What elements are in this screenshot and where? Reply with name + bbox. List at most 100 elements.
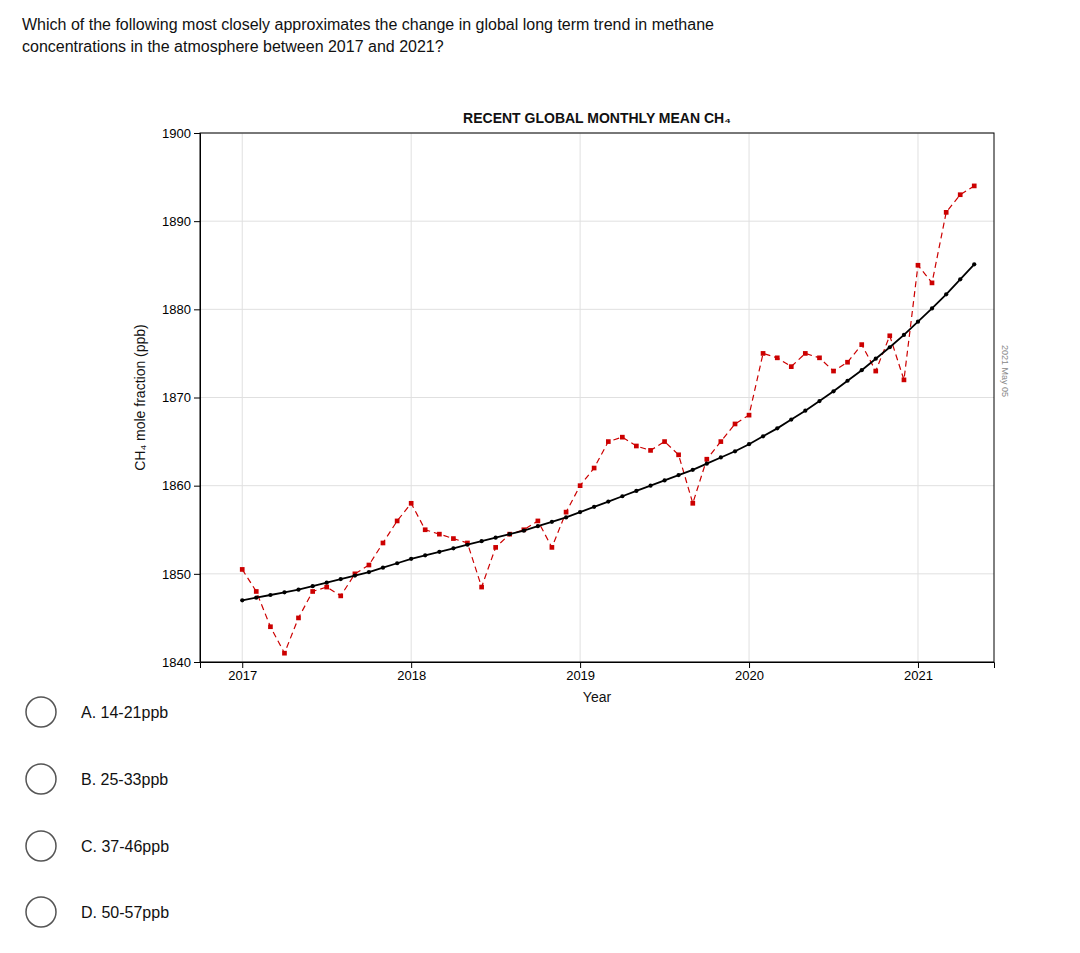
- series-point: [564, 510, 569, 515]
- y-tick: 1900: [162, 126, 200, 141]
- radio-button[interactable]: [26, 897, 56, 927]
- option-label[interactable]: D. 50-57ppb: [81, 904, 169, 921]
- option-label[interactable]: A. 14-21ppb: [81, 704, 168, 721]
- series-point: [480, 539, 484, 543]
- y-tick-mark: [194, 309, 200, 310]
- series-point: [310, 589, 315, 594]
- series-point: [507, 532, 512, 537]
- series-point: [705, 462, 709, 466]
- y-grid-line: [200, 221, 994, 222]
- option-label[interactable]: C. 37-46ppb: [81, 838, 169, 855]
- option-label[interactable]: B. 25-33ppb: [81, 771, 168, 788]
- series-point: [874, 357, 878, 361]
- series-point: [733, 449, 737, 453]
- series-point: [662, 478, 666, 482]
- option[interactable]: B. 25-33ppb: [26, 764, 168, 794]
- y-tick-label: 1870: [162, 390, 191, 405]
- series-point: [620, 435, 625, 440]
- radio-button[interactable]: [26, 764, 56, 794]
- option[interactable]: A. 14-21ppb: [26, 697, 168, 727]
- x-tick-label: 2020: [735, 668, 764, 683]
- series-point: [493, 545, 498, 550]
- series-point: [704, 457, 709, 462]
- series-point: [465, 543, 469, 547]
- series-point: [395, 561, 399, 565]
- radio-button[interactable]: [26, 697, 56, 727]
- series-line: [242, 186, 974, 653]
- series-point: [423, 553, 427, 557]
- series: [240, 184, 977, 656]
- y-tick-label: 1850: [162, 566, 191, 581]
- series-point: [803, 409, 807, 413]
- x-tick-label: 2021: [904, 668, 933, 683]
- series-point: [690, 501, 695, 506]
- series-point: [550, 545, 555, 550]
- series-point: [282, 590, 286, 594]
- grid: [200, 133, 994, 662]
- series-point: [789, 417, 793, 421]
- series-point: [845, 360, 850, 365]
- series-point: [761, 434, 765, 438]
- y-tick: 1840: [162, 655, 200, 670]
- y-axis-title: CH₄ mole fraction (ppb): [132, 324, 148, 471]
- series-point: [676, 473, 680, 477]
- series-point: [958, 277, 962, 281]
- series-point: [620, 494, 624, 498]
- plot: 2017 2018 2019 2020 2021 1840 1850 1860 1870 1880…: [132, 110, 1010, 705]
- series-point: [775, 426, 779, 430]
- x-axis: 2017 2018 2019 2020 2021: [201, 662, 995, 683]
- x-tick-mark: [242, 662, 243, 668]
- series-point: [648, 484, 652, 488]
- series-line: [242, 264, 974, 600]
- option[interactable]: C. 37-46ppb: [26, 831, 169, 861]
- y-tick-mark: [194, 133, 200, 134]
- series-point: [282, 651, 287, 656]
- y-grid-line: [200, 309, 994, 310]
- series-point: [662, 439, 667, 444]
- annotation: 2021 May 05: [1000, 345, 1010, 397]
- series-point: [254, 596, 258, 600]
- y-tick-mark: [194, 398, 200, 399]
- series-point: [254, 589, 259, 594]
- x-tick: 2019: [566, 662, 595, 683]
- x-tick: 2018: [397, 662, 426, 683]
- series-point: [775, 355, 780, 360]
- series-point: [761, 351, 766, 356]
- series-point: [437, 532, 442, 537]
- series-point: [902, 333, 906, 337]
- option[interactable]: D. 50-57ppb: [26, 897, 169, 927]
- series-point: [817, 399, 821, 403]
- x-tick-label: 2019: [566, 668, 595, 683]
- x-axis-line: [201, 663, 995, 669]
- series-point: [381, 541, 386, 546]
- series-point: [930, 306, 934, 310]
- series-point: [606, 499, 610, 503]
- y-tick-mark: [194, 486, 200, 487]
- x-tick-mark: [918, 662, 919, 668]
- series-point: [550, 520, 554, 524]
- series-point: [494, 536, 498, 540]
- series-point: [944, 292, 948, 296]
- series-point: [508, 532, 512, 536]
- series-point: [451, 546, 455, 550]
- question-text: Which of the following most closely appr…: [22, 16, 714, 55]
- y-grid-line: [200, 573, 994, 574]
- x-tick-label: 2017: [228, 668, 257, 683]
- y-tick-label: 1880: [162, 302, 191, 317]
- series-point: [691, 468, 695, 472]
- series-point: [902, 378, 907, 383]
- y-tick-label: 1860: [162, 478, 191, 493]
- series-point: [634, 489, 638, 493]
- x-tick-mark: [580, 662, 581, 668]
- series-point: [367, 570, 371, 574]
- series-point: [789, 364, 794, 369]
- series-point: [958, 192, 963, 197]
- chart-title: RECENT GLOBAL MONTHLY MEAN CH₄: [463, 110, 731, 126]
- x-tick-label: 2018: [397, 668, 426, 683]
- series-point: [437, 550, 441, 554]
- x-tick-mark: [749, 662, 750, 668]
- x-axis-title: Year: [583, 689, 612, 705]
- radio-button[interactable]: [26, 831, 56, 861]
- series-point: [606, 439, 611, 444]
- y-tick: 1870: [162, 390, 200, 405]
